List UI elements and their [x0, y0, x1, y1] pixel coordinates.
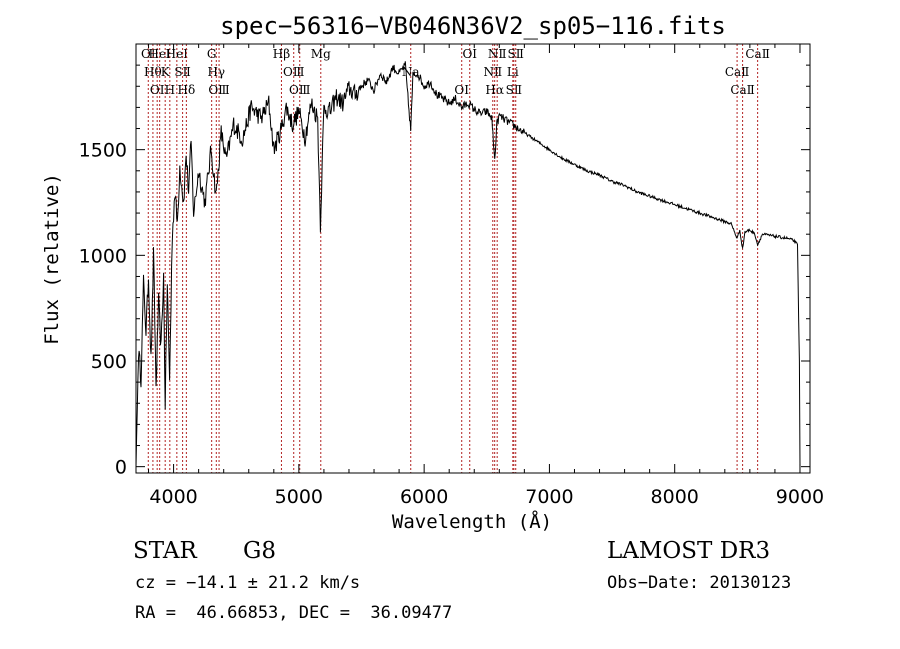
line-marker-label-24: SⅡ [508, 47, 524, 61]
line-marker-label-21: NⅡ [488, 47, 507, 61]
line-marker-label-25: CaⅡ [725, 65, 750, 79]
line-marker-label-12: Hβ [273, 47, 290, 61]
line-marker-label-15: Mg [311, 47, 331, 61]
line-marker-label-17: OⅠ [454, 83, 469, 97]
line-marker-label-16: Na [402, 65, 420, 79]
plot-frame [135, 43, 811, 474]
spectrum-line [135, 61, 801, 467]
x-axis-label: Wavelength (Å) [392, 510, 552, 533]
line-marker-label-18: OⅠ [462, 47, 477, 61]
line-marker-label-9: G [207, 47, 217, 61]
line-marker-label-7: SⅡ [174, 65, 190, 79]
y-tick-label-0: 0 [115, 457, 127, 479]
x-tick-label-0: 4000 [149, 486, 197, 508]
line-marker-label-5: H [165, 83, 175, 97]
x-tick-label-5: 9000 [776, 486, 824, 508]
object-class: STAR [133, 538, 197, 564]
y-axis-label: Flux (relative) [41, 173, 63, 345]
x-tick-label-4: 8000 [651, 486, 699, 508]
line-marker-label-22: Li [507, 65, 519, 79]
line-marker-label-26: CaⅡ [730, 83, 755, 97]
line-markers: OⅠHθOⅠHeⅠKHHeⅠSⅡHδGHγOⅢHβOⅢOⅢMgNaOⅠOⅠNⅡH… [141, 44, 770, 473]
line-marker-label-2: OⅠ [150, 83, 165, 97]
observation-date: Obs−Date: 20130123 [607, 573, 792, 593]
object-subclass: G8 [243, 538, 277, 564]
line-marker-label-10: Hγ [207, 65, 225, 79]
line-marker-label-11: OⅢ [208, 83, 229, 97]
y-tick-label-2: 1000 [79, 245, 127, 267]
line-marker-label-27: CaⅡ [745, 47, 770, 61]
line-marker-label-13: OⅢ [283, 65, 304, 79]
line-marker-label-1: Hθ [144, 65, 162, 79]
redshift-cz: cz = −14.1 ± 21.2 km/s [135, 573, 361, 593]
line-marker-label-23: SⅡ [506, 83, 522, 97]
axes: 4000 5000 6000 7000 8000 9000 0 500 1000 1500 [79, 44, 824, 508]
survey-name: LAMOST DR3 [607, 538, 771, 564]
line-marker-label-20: Hα [485, 83, 504, 97]
y-tick-label-1: 500 [91, 351, 127, 373]
x-tick-label-1: 5000 [275, 486, 323, 508]
chart-title: spec−56316−VB046N36V2_sp05−116.fits [220, 12, 726, 40]
line-marker-label-19: NⅡ [483, 65, 502, 79]
line-marker-label-8: Hδ [178, 83, 196, 97]
line-marker-label-6: HeⅠ [166, 47, 189, 61]
y-tick-label-3: 1500 [79, 140, 127, 162]
x-tick-label-3: 7000 [525, 486, 573, 508]
line-marker-label-4: K [161, 65, 171, 79]
coordinates: RA = 46.66853, DEC = 36.09477 [135, 603, 453, 623]
line-marker-label-14: OⅢ [289, 83, 310, 97]
spectrum-layer [135, 61, 801, 467]
line-marker-label-0: OⅠ [141, 47, 156, 61]
x-tick-label-2: 6000 [400, 486, 448, 508]
